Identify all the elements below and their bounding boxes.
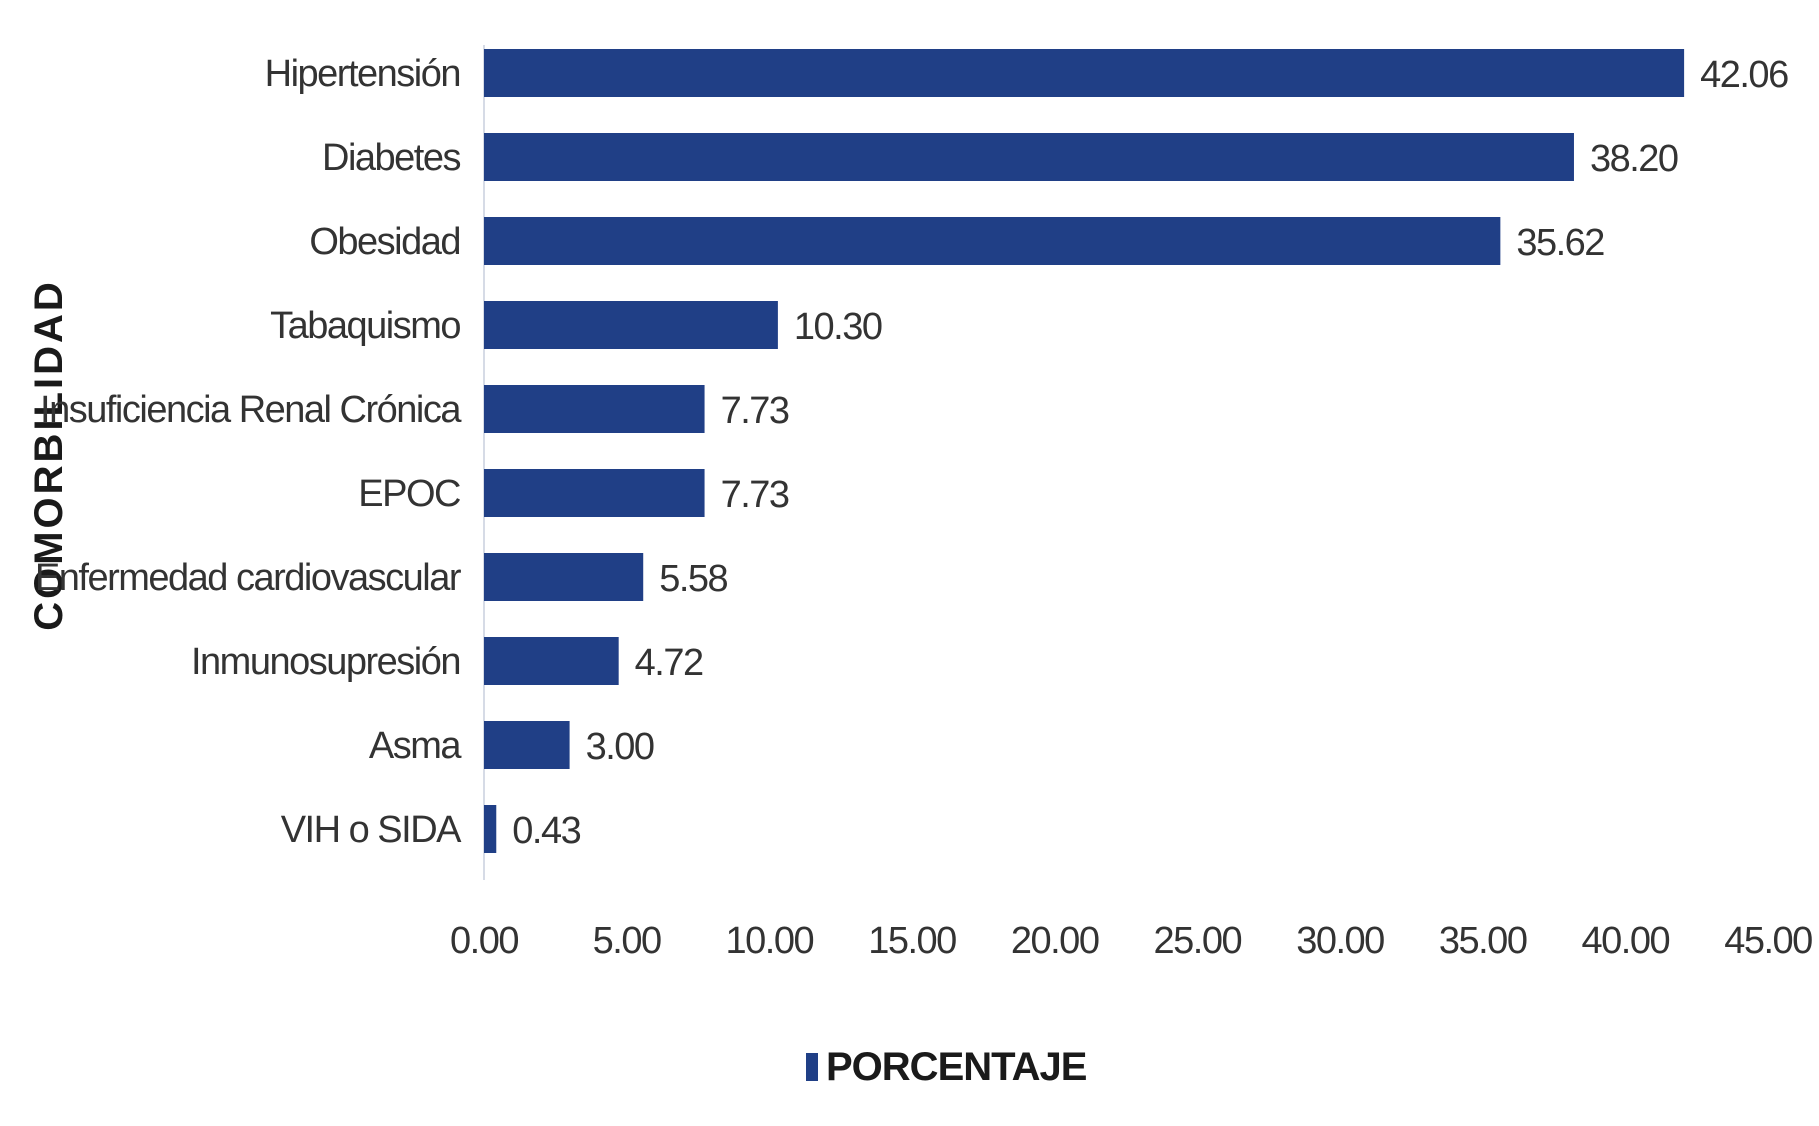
data-label: 0.43 [512,810,580,852]
bars-group [484,49,1685,853]
x-tick-label: 30.00 [1296,920,1384,962]
bar [484,553,644,601]
data-label: 5.58 [659,558,727,600]
x-tick-label: 35.00 [1439,920,1527,962]
category-label: Asma [369,725,463,767]
category-label: Tabaquismo [270,305,460,347]
data-label: 7.73 [721,474,789,516]
legend-swatch [806,1053,818,1081]
x-tick-label: 15.00 [868,920,956,962]
legend: PORCENTAJE [806,1045,1088,1089]
category-label: VIH o SIDA [281,809,462,851]
category-label: Inmunosupresión [191,641,460,683]
bar [484,469,705,517]
data-label: 10.30 [794,306,882,348]
bar [484,637,619,685]
category-label: EPOC [358,473,460,515]
x-tick-label: 40.00 [1582,920,1670,962]
bar [484,721,570,769]
data-label: 4.72 [635,642,703,684]
data-label: 7.73 [721,390,789,432]
y-axis-title: COMORBILIDAD [27,279,71,631]
category-label: Obesidad [309,221,460,263]
bar [484,133,1574,181]
category-label: Hipertensión [265,53,460,95]
x-tick-label: 45.00 [1724,920,1812,962]
x-tick-label: 0.00 [450,920,518,962]
x-tick-label: 20.00 [1011,920,1099,962]
category-label: Enfermedad cardiovascular [35,557,462,599]
data-label: 42.06 [1700,54,1788,96]
data-label: 38.20 [1590,138,1678,180]
x-tick-label: 5.00 [593,920,661,962]
legend-label: PORCENTAJE [826,1045,1087,1089]
bar [484,805,497,853]
bar [484,301,778,349]
bar [484,385,705,433]
x-axis-ticks: 0.00 5.00 10.00 15.00 20.00 25.00 30.00 35.00 40… [450,920,1814,962]
data-labels: 42.0638.2035.6210.307.737.735.584.723.00… [512,54,1789,852]
category-label: Insuficiencia Renal Crónica [40,389,462,431]
x-tick-label: 25.00 [1154,920,1242,962]
data-label: 35.62 [1516,222,1604,264]
bar [484,217,1501,265]
x-tick-label: 10.00 [726,920,814,962]
category-labels: Hipertensión Diabetes Obesidad Tabaquismo In… [35,53,464,851]
category-label: Diabetes [322,137,460,179]
data-label: 3.00 [586,726,654,768]
bar [484,49,1685,97]
